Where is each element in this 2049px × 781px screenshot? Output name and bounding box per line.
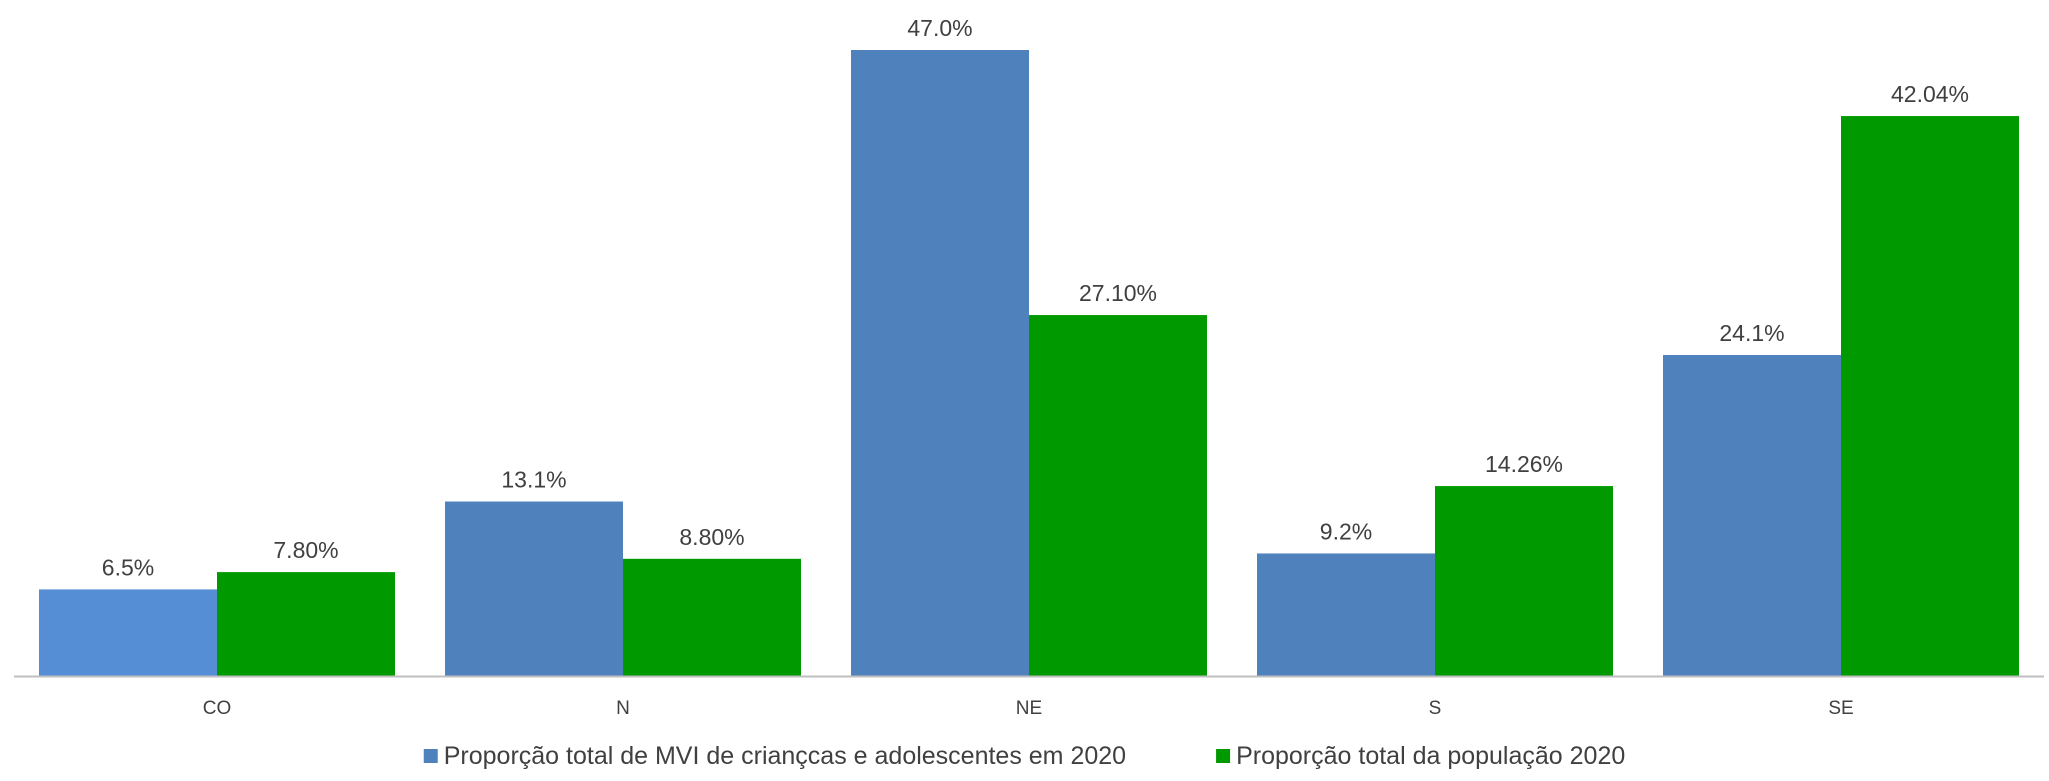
bar-ne-series-1[interactable] <box>851 50 1029 676</box>
category-label-se: SE <box>1828 698 1853 719</box>
bar-n-series-2[interactable] <box>623 558 801 676</box>
category-label-ne: NE <box>1016 698 1042 719</box>
data-label-ne-series-1: 47.0% <box>907 15 972 41</box>
data-label-s-series-2: 14.26% <box>1485 451 1563 477</box>
data-label-se-series-2: 42.04% <box>1891 81 1969 107</box>
bar-s-series-2[interactable] <box>1435 486 1613 676</box>
legend-item-2[interactable]: Proporção total da população 2020 <box>1216 742 1625 770</box>
legend-label-1: Proporção total de MVI de criançcas e ad… <box>444 742 1126 770</box>
category-label-s: S <box>1429 698 1442 719</box>
category-labels-group: CO N NE S SE <box>203 698 1854 719</box>
legend-swatch-1 <box>423 749 438 763</box>
category-label-co: CO <box>203 698 232 719</box>
data-label-co-series-1: 6.5% <box>102 554 154 580</box>
data-label-se-series-1: 24.1% <box>1719 320 1784 346</box>
legend-label-2: Proporção total da população 2020 <box>1236 742 1625 770</box>
legend-swatch-2 <box>1216 749 1231 763</box>
legend-item-1[interactable]: Proporção total de MVI de criançcas e ad… <box>423 742 1126 770</box>
data-labels-group: 6.5% 7.80% 13.1% 8.80% 47.0% 27.10% 9.2% 14.26%… <box>102 15 1969 580</box>
bar-se-series-2[interactable] <box>1841 116 2019 676</box>
bar-co-series-2[interactable] <box>217 572 395 676</box>
category-label-n: N <box>616 698 630 719</box>
bar-s-series-1[interactable] <box>1257 553 1435 676</box>
bar-co-series-1[interactable] <box>39 589 217 676</box>
legend[interactable]: Proporção total de MVI de criançcas e ad… <box>423 742 1626 770</box>
data-label-n-series-1: 13.1% <box>501 467 566 493</box>
data-label-co-series-2: 7.80% <box>273 537 338 563</box>
data-label-s-series-1: 9.2% <box>1320 518 1372 544</box>
bar-se-series-1[interactable] <box>1663 355 1841 676</box>
data-label-n-series-2: 8.80% <box>679 524 744 550</box>
bar-n-series-1[interactable] <box>445 501 623 676</box>
bar-ne-series-2[interactable] <box>1029 315 1207 676</box>
data-label-ne-series-2: 27.10% <box>1079 280 1157 306</box>
bars-group <box>39 50 2019 676</box>
